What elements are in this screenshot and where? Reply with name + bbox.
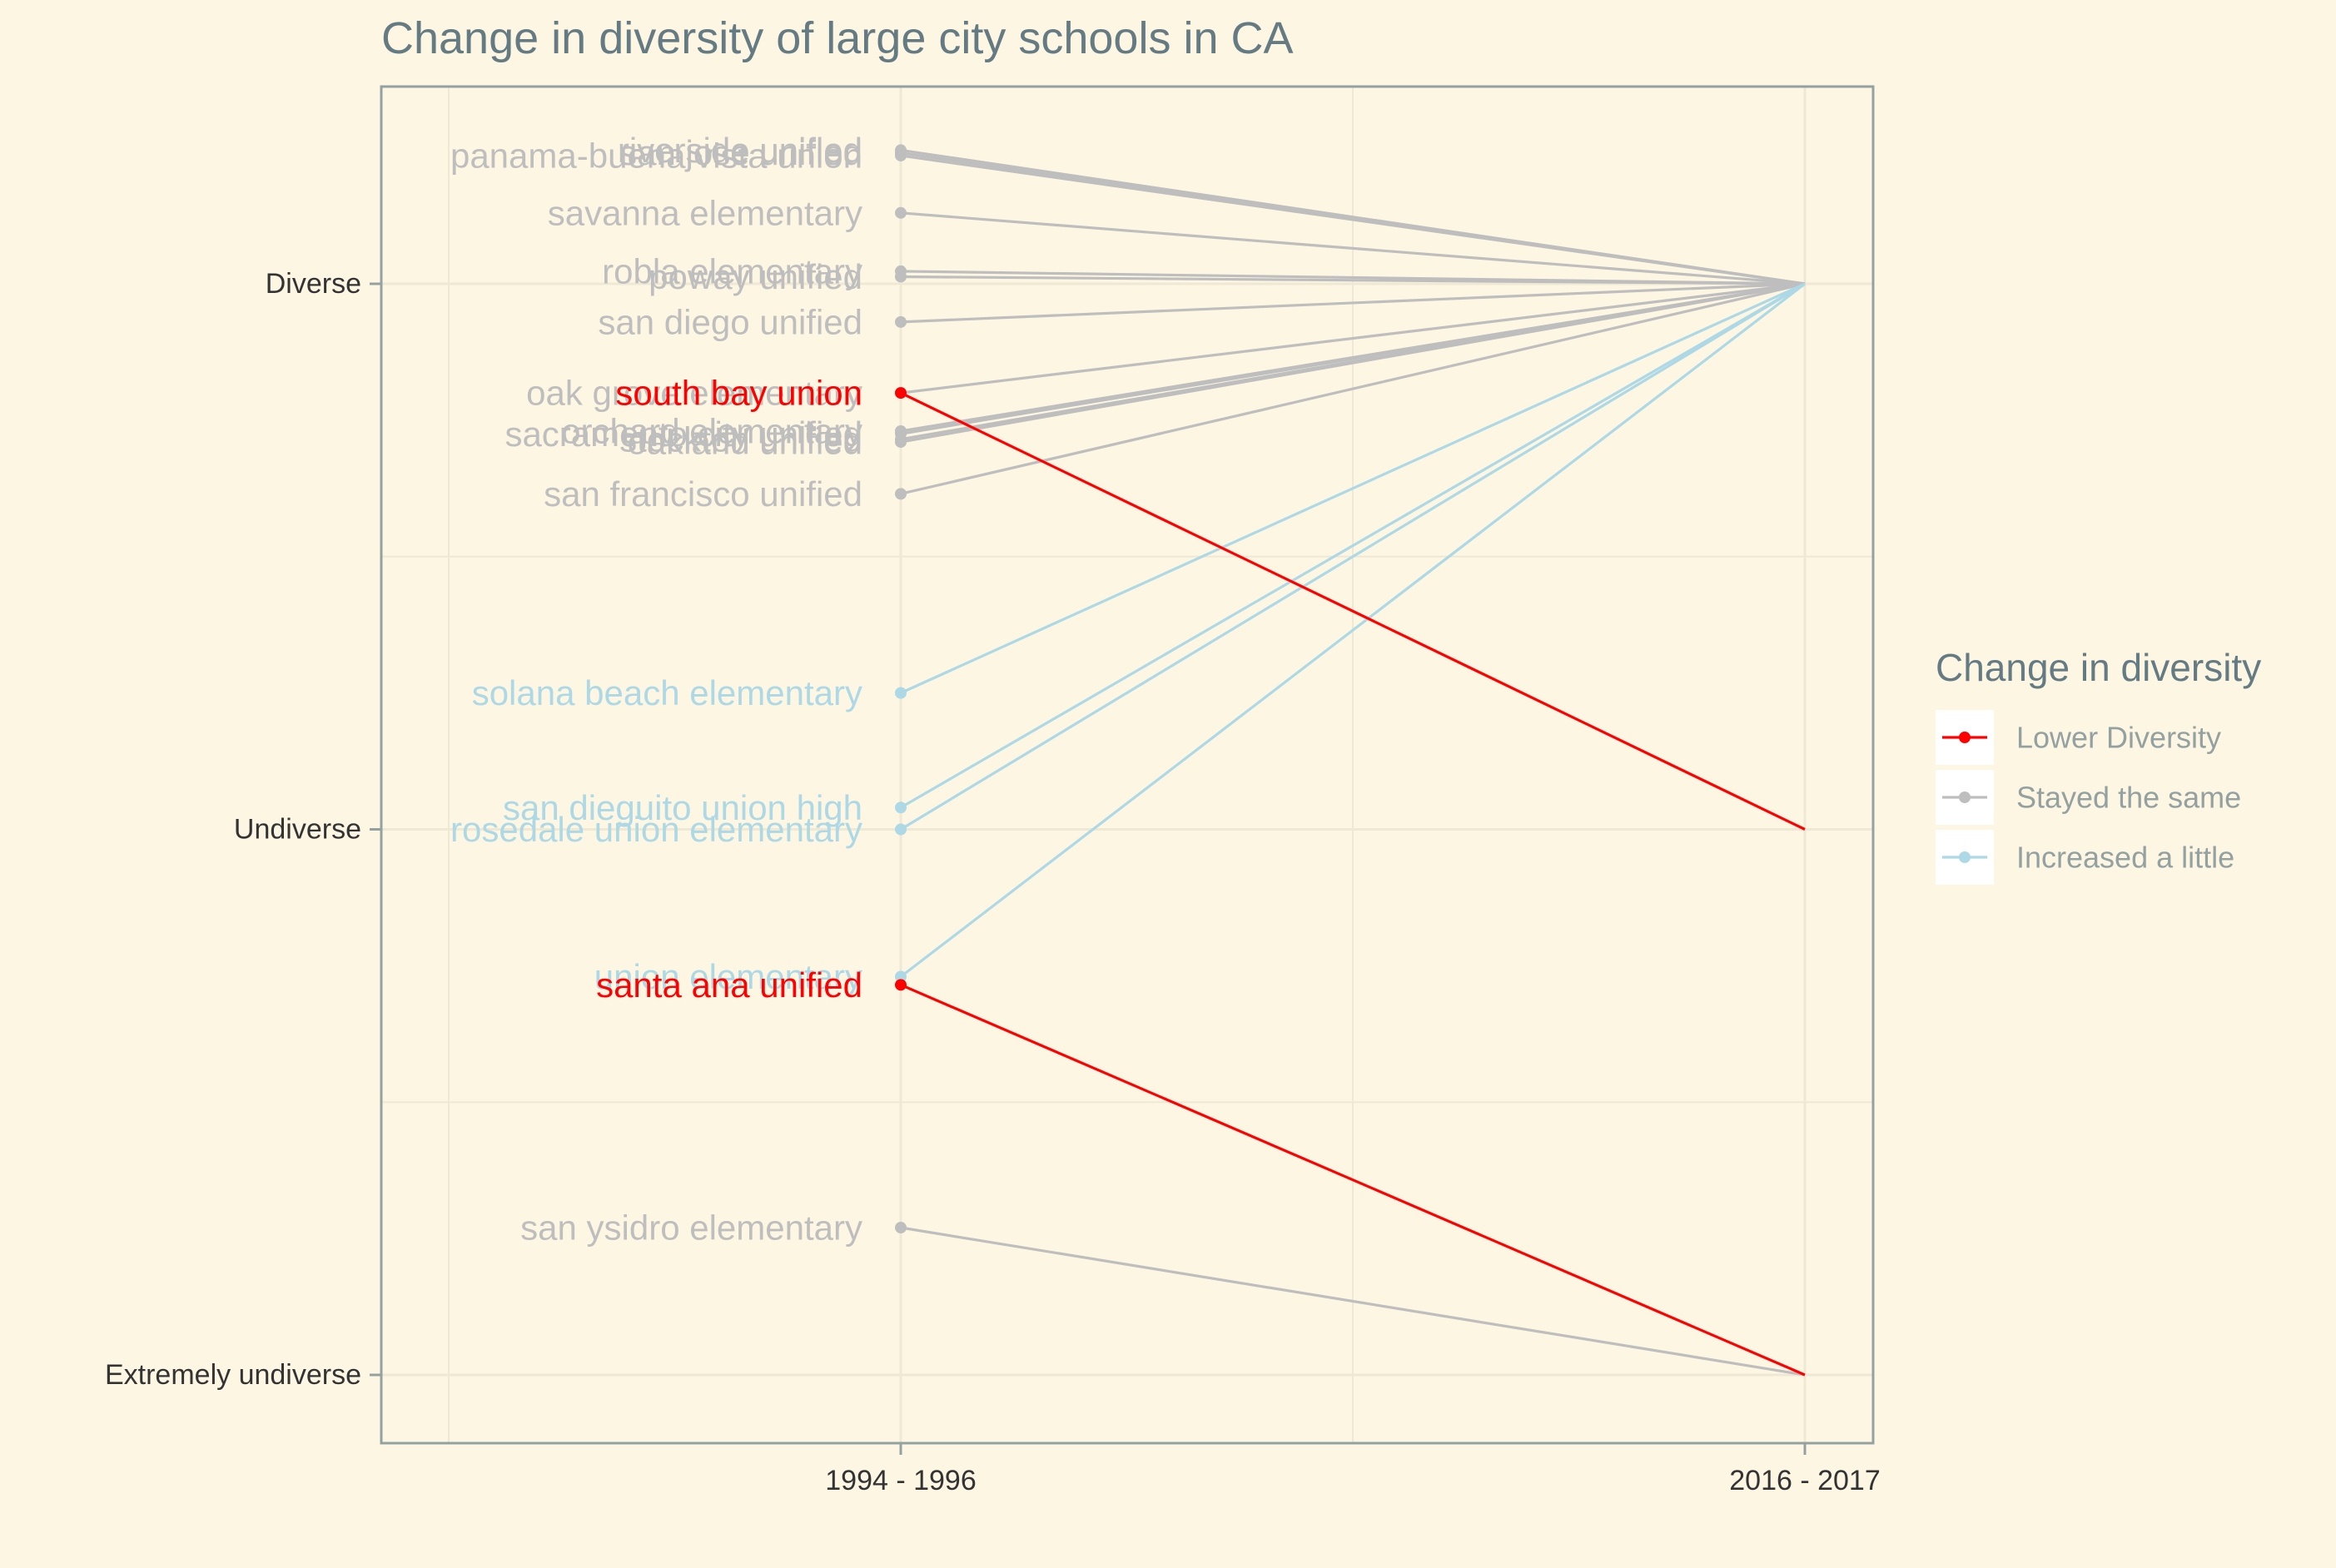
series-label: rosedale union elementary [450,810,862,849]
legend-key-point [1959,851,1971,863]
series-line [900,1226,1806,1377]
series-point-start [895,1222,907,1234]
series-point-start [895,687,907,699]
series-line [900,282,1806,324]
series-line [900,282,1806,444]
series-line [900,282,1806,495]
series-line [900,282,1806,695]
series-point-start [895,823,907,836]
series-label: oakland unified [627,423,862,462]
series-point-start [895,206,907,219]
series-line [900,282,1806,831]
series-label: san diego unified [598,302,862,341]
series-label: panama-buena vista union [450,136,862,175]
series-point-start [895,149,907,161]
series-point-start [895,488,907,500]
series-lines [900,148,1806,1377]
series-label: savanna elementary [548,193,862,232]
series-label: oak grove elementary [526,374,862,413]
legend: Change in diversity Lower Diversity Stayed… [1936,646,2261,885]
series-line [900,154,1806,285]
grid-lines [381,87,1873,1443]
legend-label: Increased a little [2016,841,2234,875]
series-line [900,282,1806,809]
series-label: solana beach elementary [472,673,862,712]
series-line [900,282,1806,394]
series-label: san francisco unified [544,474,862,514]
series-point-start [895,970,907,983]
series-label: riverside unified [618,131,862,170]
legend-label: Stayed the same [2016,781,2241,815]
series-line [900,983,1806,1377]
series-point-start [895,315,907,328]
legend-key-point [1959,791,1971,803]
y-tick-label: Undiverse [234,814,361,846]
y-tick-label: Extremely undiverse [105,1359,361,1391]
series-label: sacramento city unified [504,414,862,454]
series-label: poway unified [649,257,862,296]
series-point-start [895,801,907,814]
series-label: santa ana unified [596,965,862,1005]
series-label: south bay union [615,374,862,413]
series-line [900,282,1806,978]
series-point-start [895,387,907,399]
series-point-start [895,979,907,991]
series-line [900,275,1806,285]
series-label: san dieguito union high [503,788,862,827]
plot-panel-border [380,85,1875,1445]
series-label: stockton unified [619,419,862,459]
series-line [900,391,1806,831]
series-points [895,144,907,1234]
legend-label: Lower Diversity [2016,721,2221,755]
series-point-start [895,436,907,449]
series-line [900,211,1806,285]
series-label: robla elementary [602,251,862,290]
x-tick-label: 2016 - 2017 [1729,1465,1881,1496]
axes: Extremely undiverse Undiverse Diverse 1994 … [105,268,1881,1496]
series-label: san jose unified [619,133,862,172]
legend-title: Change in diversity [1936,646,2261,689]
series-label: union elementary [594,957,862,996]
series-label: orchard elementary [561,411,862,450]
y-tick-label: Diverse [266,268,361,300]
legend-key-point [1959,732,1971,743]
series-point-start [895,270,907,283]
chart-title: Change in diversity of large city school… [381,13,1294,63]
x-tick-label: 1994 - 1996 [825,1465,977,1496]
series-label: san ysidro elementary [520,1208,862,1248]
